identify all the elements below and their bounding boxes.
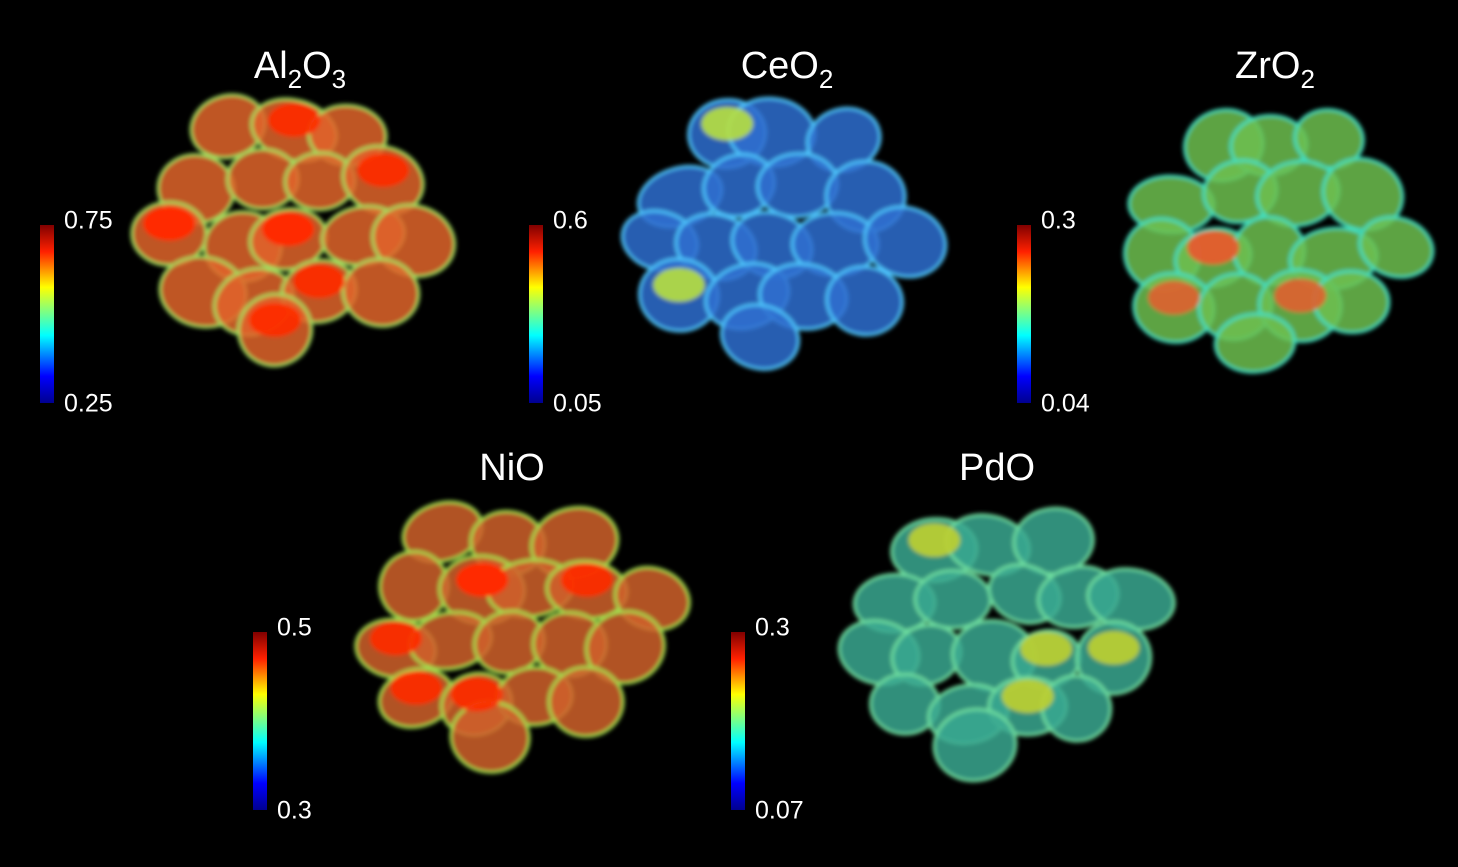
colorbar-max: 0.5 — [277, 614, 312, 642]
particle-top — [1274, 278, 1327, 313]
particle-top — [262, 212, 315, 247]
title-part: PdO — [959, 447, 1035, 489]
particle — [719, 303, 801, 371]
colorbar-max: 0.3 — [755, 614, 790, 642]
volume-rendering — [837, 506, 1176, 783]
volume-rendering — [130, 93, 457, 368]
particle-top — [701, 106, 754, 141]
particle-top — [357, 153, 410, 188]
colorbar — [731, 632, 745, 810]
volume-rendering — [620, 96, 948, 371]
particle — [1213, 312, 1297, 374]
particle-top — [143, 206, 196, 241]
title-part: O — [302, 45, 332, 87]
particle-top — [369, 621, 422, 656]
title-part: 2 — [1300, 64, 1314, 94]
title-part: NiO — [479, 447, 544, 489]
colorbar-min: 0.07 — [755, 797, 804, 825]
colorbar-max: 0.6 — [553, 207, 588, 235]
particle-top — [450, 677, 503, 712]
particle-top — [560, 562, 613, 597]
particle-top — [1187, 230, 1240, 265]
particle-top — [249, 303, 301, 337]
volume-rendering — [1123, 108, 1435, 374]
panel-title: CeO2 — [741, 45, 834, 94]
particle — [1358, 215, 1435, 279]
particle-top — [390, 671, 443, 706]
colorbar-min: 0.05 — [553, 390, 602, 418]
particle-top — [1147, 280, 1200, 315]
title-part: ZrO — [1235, 45, 1300, 87]
particle — [1312, 269, 1391, 335]
particle-top — [455, 562, 508, 597]
panel-title: Al2O3 — [254, 45, 346, 94]
particle-top — [1001, 679, 1054, 714]
title-part: 3 — [332, 64, 346, 94]
particle-top — [1087, 630, 1140, 665]
title-part: Al — [254, 45, 288, 87]
title-part: CeO — [741, 45, 819, 87]
colorbar — [1017, 225, 1031, 403]
particle-top — [908, 523, 961, 558]
panel: NiO 0.5 0.3 — [253, 447, 691, 825]
colorbar-min: 0.25 — [64, 390, 113, 418]
colorbar-min: 0.04 — [1041, 390, 1090, 418]
particle — [547, 665, 625, 738]
colorbar-min: 0.3 — [277, 797, 312, 825]
particle-top — [1020, 632, 1073, 667]
panel: PdO 0.3 0.07 — [731, 447, 1176, 825]
colorbar — [253, 632, 267, 810]
title-part: 2 — [819, 64, 833, 94]
particle-top — [293, 264, 346, 299]
particle-top — [267, 103, 320, 138]
panel-title: NiO — [479, 447, 544, 489]
panel-title: ZrO2 — [1235, 45, 1315, 94]
particle — [1321, 157, 1405, 232]
particle — [825, 265, 904, 337]
colorbar-max: 0.3 — [1041, 207, 1076, 235]
particle — [913, 569, 993, 630]
panel-title: PdO — [959, 447, 1035, 489]
title-part: 2 — [288, 64, 302, 94]
particle — [863, 205, 948, 279]
particle — [932, 707, 1018, 783]
particle-top — [652, 268, 705, 303]
colorbar — [40, 225, 54, 403]
panel: CeO2 0.6 0.05 — [529, 45, 948, 418]
panel: Al2O3 0.75 0.25 — [40, 45, 457, 418]
particle — [584, 609, 666, 685]
colorbar-max: 0.75 — [64, 207, 113, 235]
colorbar — [529, 225, 543, 403]
volume-rendering — [354, 500, 691, 774]
panel: ZrO2 0.3 0.04 — [1017, 45, 1435, 418]
